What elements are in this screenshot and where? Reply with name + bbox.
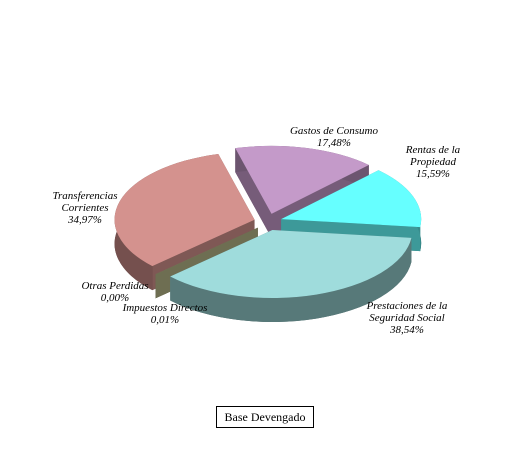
slice: [114, 154, 255, 267]
value-label: 17,48%: [317, 137, 351, 149]
chart-title: Base Devengado: [216, 406, 314, 428]
value-label: 34,97%: [68, 214, 102, 226]
category-label: Gastos de Consumo: [289, 125, 378, 137]
data-label: Gastos de Consumo 17,48%: [284, 125, 384, 149]
data-label: Impuestos Directos 0,01%: [110, 302, 220, 326]
slice: [235, 145, 369, 214]
category-label: Otras Perdidas: [81, 280, 149, 292]
data-label: Rentas de la Propiedad 15,59%: [398, 144, 468, 180]
slice: [170, 229, 412, 322]
data-label: Otras Perdidas 0,00%: [70, 280, 160, 304]
data-label: Prestaciones de la Seguridad Social 38,54…: [356, 300, 458, 336]
category-label: Transferencias Corrientes: [52, 190, 118, 214]
slice: [170, 229, 412, 298]
value-label: 0,01%: [150, 314, 180, 326]
category-label: Prestaciones de la Seguridad Social: [366, 300, 448, 324]
slice: [155, 227, 258, 275]
category-label: Impuestos Directos: [122, 302, 208, 314]
category-label: Rentas de la Propiedad: [405, 144, 461, 168]
data-label: Transferencias Corrientes 34,97%: [45, 190, 125, 226]
value-label: 0,00%: [100, 292, 130, 304]
value-label: 38,54%: [390, 324, 424, 336]
slice: [281, 170, 422, 228]
value-label: 15,59%: [416, 168, 450, 180]
slice-wall: [170, 237, 412, 322]
